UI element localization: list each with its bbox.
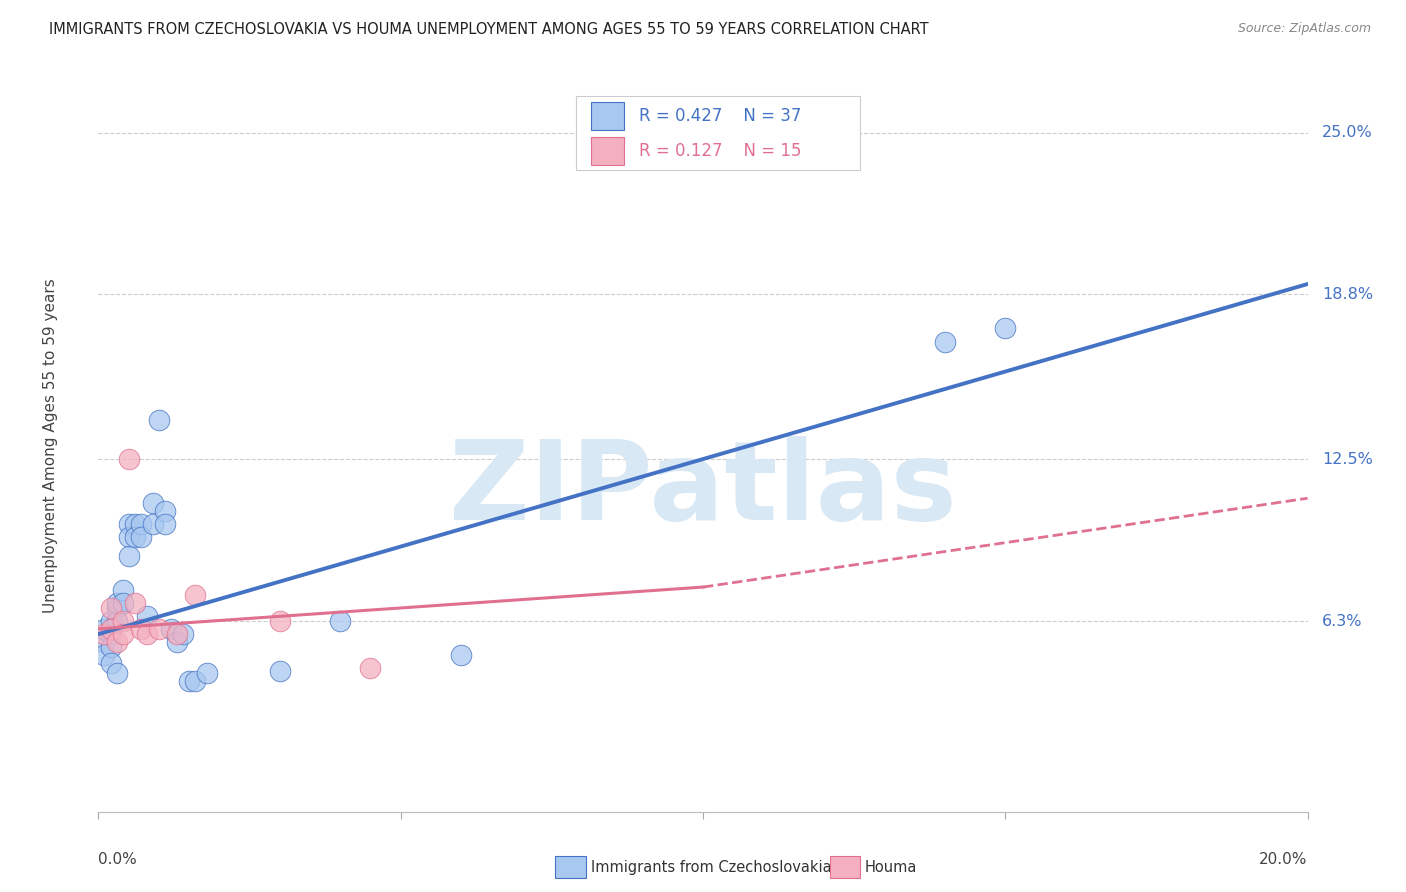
Point [360, 661, 382, 675]
Point [450, 648, 472, 662]
Point [135, 608, 157, 623]
Point [111, 627, 134, 641]
Text: Source: ZipAtlas.com: Source: ZipAtlas.com [1237, 22, 1371, 36]
Text: 12.5%: 12.5% [1322, 451, 1374, 467]
Text: ZIPatlas: ZIPatlas [449, 436, 957, 543]
Point [153, 517, 176, 532]
Point [166, 627, 188, 641]
Point [100, 622, 122, 636]
Point [118, 452, 141, 467]
Point [329, 614, 352, 628]
Text: IMMIGRANTS FROM CZECHOSLOVAKIA VS HOUMA UNEMPLOYMENT AMONG AGES 55 TO 59 YEARS C: IMMIGRANTS FROM CZECHOSLOVAKIA VS HOUMA … [49, 22, 929, 37]
FancyBboxPatch shape [576, 96, 860, 169]
Point [179, 674, 201, 689]
Point [100, 640, 122, 655]
Point [124, 517, 146, 532]
Point [269, 664, 291, 678]
Text: Houma: Houma [865, 860, 917, 874]
Point [105, 635, 128, 649]
Text: Immigrants from Czechoslovakia: Immigrants from Czechoslovakia [591, 860, 831, 874]
Point [105, 601, 128, 615]
Point [148, 413, 170, 427]
FancyBboxPatch shape [591, 103, 624, 130]
Text: Unemployment Among Ages 55 to 59 years: Unemployment Among Ages 55 to 59 years [42, 278, 58, 614]
Point [124, 530, 146, 544]
Text: 20.0%: 20.0% [1260, 852, 1308, 867]
Point [118, 549, 141, 563]
Point [93, 648, 115, 662]
Point [118, 517, 141, 532]
Point [93, 622, 115, 636]
Point [142, 517, 165, 532]
Point [93, 635, 115, 649]
Point [100, 614, 122, 628]
Point [160, 622, 183, 636]
Point [172, 627, 194, 641]
Point [105, 614, 128, 628]
Text: R = 0.127    N = 15: R = 0.127 N = 15 [638, 142, 801, 161]
Text: 25.0%: 25.0% [1322, 125, 1372, 140]
Text: R = 0.427    N = 37: R = 0.427 N = 37 [638, 107, 801, 125]
Point [142, 496, 165, 510]
Point [153, 504, 176, 518]
Point [100, 656, 122, 670]
Point [105, 596, 128, 610]
Point [100, 627, 122, 641]
Point [934, 334, 956, 349]
Point [184, 674, 207, 689]
Text: 0.0%: 0.0% [98, 852, 138, 867]
Point [195, 666, 218, 681]
Point [93, 627, 115, 641]
Point [184, 588, 207, 602]
Point [105, 666, 128, 681]
Point [166, 635, 188, 649]
Point [269, 614, 291, 628]
Point [111, 596, 134, 610]
FancyBboxPatch shape [591, 137, 624, 165]
Point [111, 582, 134, 597]
Point [111, 614, 134, 628]
Point [135, 627, 157, 641]
Point [118, 530, 141, 544]
Point [994, 321, 1017, 335]
Point [129, 622, 152, 636]
Text: 18.8%: 18.8% [1322, 287, 1374, 302]
Point [129, 530, 152, 544]
Point [129, 517, 152, 532]
Point [100, 601, 122, 615]
Point [148, 622, 170, 636]
Point [124, 596, 146, 610]
Text: 6.3%: 6.3% [1322, 614, 1362, 629]
